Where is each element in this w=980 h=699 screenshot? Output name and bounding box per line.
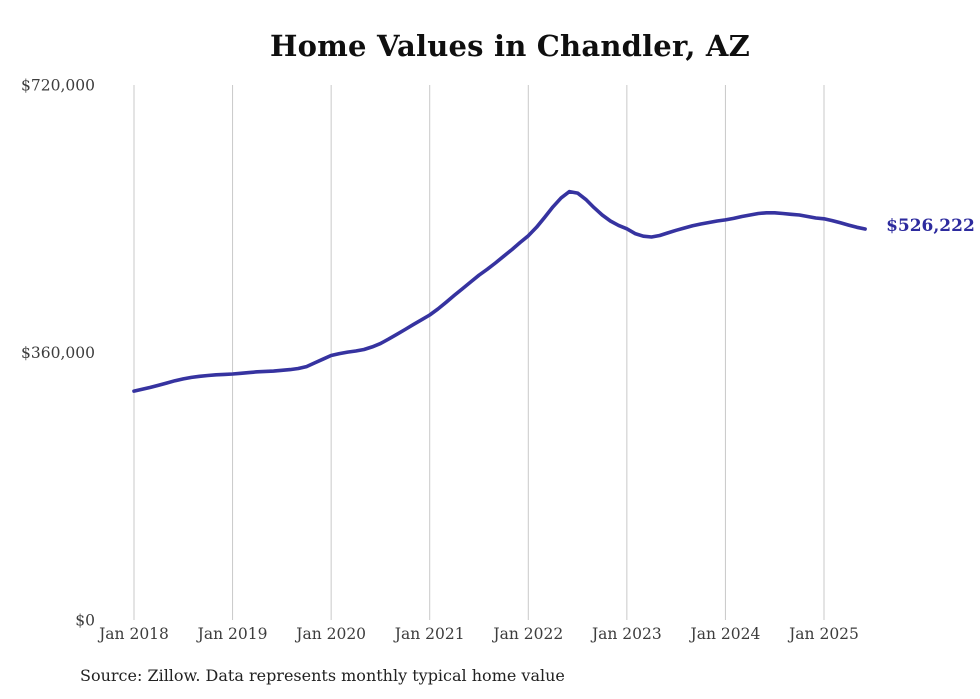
y-axis-tick-label: $360,000 — [21, 344, 95, 362]
x-axis-tick-label: Jan 2022 — [491, 625, 563, 643]
y-axis-tick-label: $0 — [75, 612, 95, 630]
x-axis-tick-label: Jan 2025 — [787, 625, 859, 643]
x-axis-tick-label: Jan 2020 — [294, 625, 366, 643]
x-axis-tick-label: Jan 2018 — [97, 625, 169, 643]
x-axis-tick-label: Jan 2023 — [590, 625, 662, 643]
source-note: Source: Zillow. Data represents monthly … — [80, 666, 565, 685]
x-axis-tick-label: Jan 2019 — [196, 625, 268, 643]
home-value-line — [132, 189, 867, 393]
x-axis-tick-label: Jan 2021 — [393, 625, 465, 643]
latest-value-label: $526,222 — [886, 215, 975, 236]
chart-title: Home Values in Chandler, AZ — [270, 29, 750, 63]
x-axis-tick-label: Jan 2024 — [689, 625, 761, 643]
y-axis-tick-label: $720,000 — [21, 77, 95, 95]
